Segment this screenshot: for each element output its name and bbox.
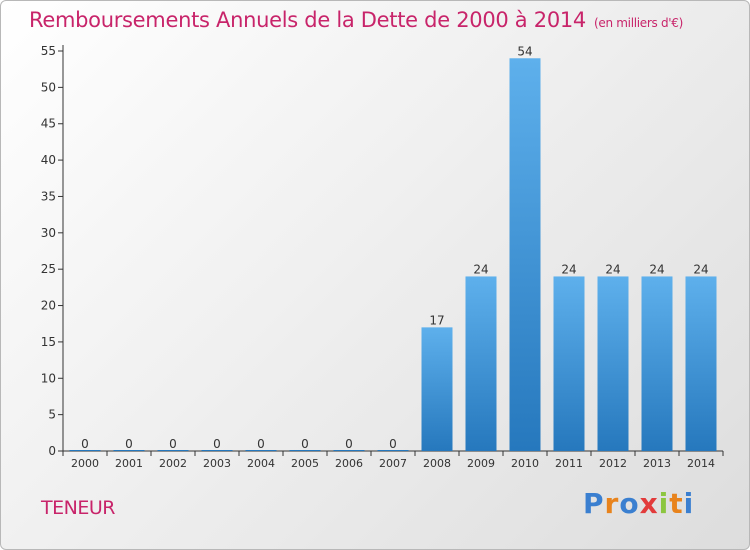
data-label-2011: 24: [561, 262, 576, 276]
bar-2014: [685, 276, 717, 451]
x-tick-label: 2013: [643, 457, 671, 470]
x-tick-label: 2001: [115, 457, 143, 470]
x-tick-label: 2005: [291, 457, 319, 470]
x-tick-label: 2011: [555, 457, 583, 470]
bar-2012: [597, 276, 629, 451]
logo-letter: i: [658, 487, 670, 520]
x-tick-label: 2014: [687, 457, 715, 470]
data-label-2012: 24: [605, 262, 620, 276]
commune-name: TENEUR: [41, 497, 115, 519]
data-label-2010: 54: [517, 44, 532, 58]
data-label-2006: 0: [345, 437, 353, 451]
y-tick-label: 5: [48, 408, 56, 422]
logo-letter: t: [669, 487, 684, 520]
y-tick-label: 10: [41, 371, 56, 385]
y-tick-label: 0: [48, 444, 56, 458]
data-label-2013: 24: [649, 262, 664, 276]
x-axis: 2000 2001 2002 2003 2004 2005 2006 2007 2008 2009…: [62, 450, 724, 470]
logo-letter: x: [639, 487, 659, 520]
x-tick-label: 2000: [71, 457, 99, 470]
bars: [69, 58, 717, 451]
y-tick-label: 50: [41, 80, 56, 94]
data-label-2002: 0: [169, 437, 177, 451]
data-labels: 0 0 0 0 0 0 0 0 17 24 54 24 24 24 24: [81, 44, 708, 451]
data-label-2003: 0: [213, 437, 221, 451]
data-label-2008: 17: [429, 313, 444, 327]
y-tick-label: 45: [41, 117, 56, 131]
x-tick-label: 2008: [423, 457, 451, 470]
data-label-2007: 0: [389, 437, 397, 451]
bar-2009: [465, 276, 497, 451]
x-tick-label: 2012: [599, 457, 627, 470]
bar-2007: [377, 450, 409, 451]
logo-letter: r: [604, 487, 620, 520]
x-tick-label: 2003: [203, 457, 231, 470]
x-tick-label: 2006: [335, 457, 363, 470]
data-label-2004: 0: [257, 437, 265, 451]
y-tick-label: 30: [41, 226, 56, 240]
logo-letter: o: [619, 487, 640, 520]
bar-2006: [333, 450, 365, 451]
chart-title: Remboursements Annuels de la Dette de 20…: [29, 8, 683, 32]
y-tick-label: 40: [41, 153, 56, 167]
x-tick-label: 2010: [511, 457, 539, 470]
bar-2011: [553, 276, 585, 451]
y-tick-label: 20: [41, 299, 56, 313]
proxiti-logo: Proxiti: [583, 487, 694, 520]
y-tick-label: 35: [41, 189, 56, 203]
y-axis: 0 5 10 15 20 25 30 35 40 45 50 55: [41, 44, 64, 458]
x-tick-label: 2004: [247, 457, 275, 470]
x-tick-label: 2007: [379, 457, 407, 470]
data-label-2000: 0: [81, 437, 89, 451]
unit-label: (en milliers d'€): [594, 16, 684, 30]
logo-letter: P: [583, 487, 605, 520]
logo-letter: i: [683, 487, 695, 520]
data-label-2009: 24: [473, 262, 488, 276]
bar-2000: [69, 450, 101, 451]
data-label-2001: 0: [125, 437, 133, 451]
bar-2008: [421, 327, 453, 451]
data-label-2014: 24: [693, 262, 708, 276]
y-tick-label: 15: [41, 335, 56, 349]
bar-2001: [113, 450, 145, 451]
x-tick-label: 2002: [159, 457, 187, 470]
y-tick-label: 25: [41, 262, 56, 276]
bar-2013: [641, 276, 673, 451]
y-tick-label: 55: [41, 44, 56, 58]
bar-2003: [201, 450, 233, 451]
bar-2005: [289, 450, 321, 451]
bar-2010: [509, 58, 541, 451]
data-label-2005: 0: [301, 437, 309, 451]
bar-2004: [245, 450, 277, 451]
x-tick-label: 2009: [467, 457, 495, 470]
bar-2002: [157, 450, 189, 451]
title-text: Remboursements Annuels de la Dette de 20…: [29, 8, 586, 32]
